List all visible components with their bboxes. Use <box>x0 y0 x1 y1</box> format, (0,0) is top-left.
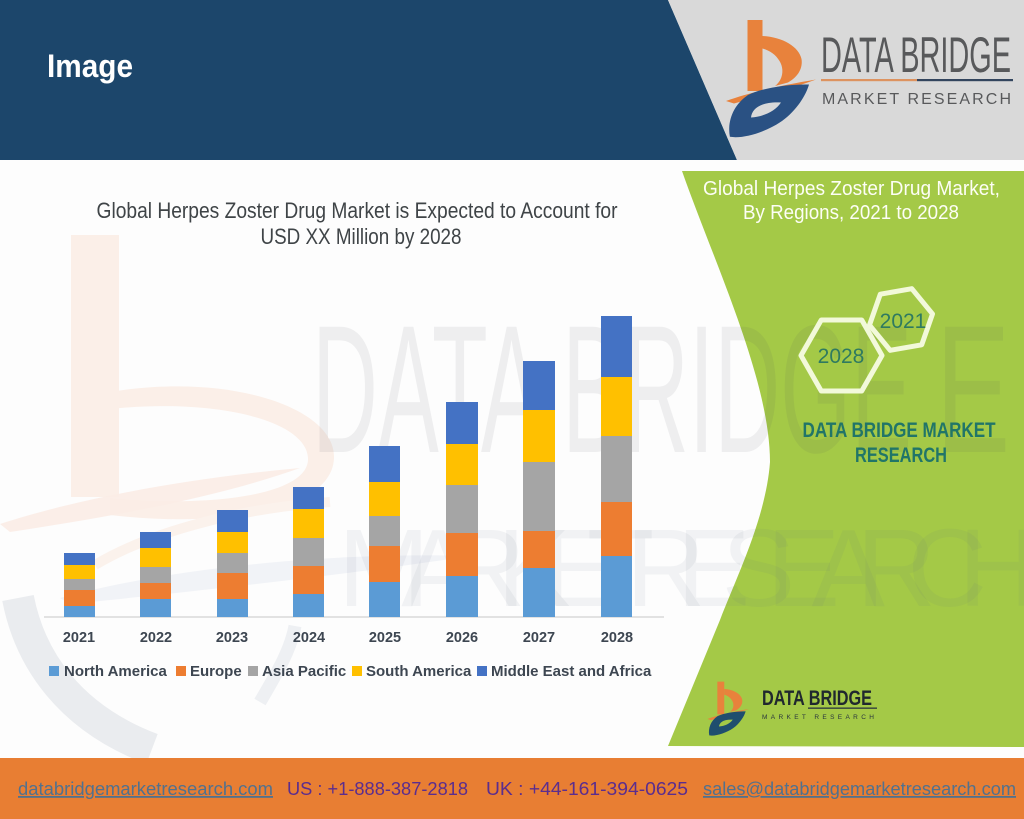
svg-text:South America: South America <box>366 663 472 680</box>
svg-text:Global Herpes Zoster Drug Mark: Global Herpes Zoster Drug Market, <box>703 178 1000 200</box>
svg-text:Global Herpes Zoster Drug Mark: Global Herpes Zoster Drug Market is Expe… <box>97 198 618 223</box>
svg-text:MARKET RESEARCH: MARKET RESEARCH <box>822 91 1011 108</box>
svg-text:E: E <box>936 287 1010 491</box>
svg-text:2022: 2022 <box>140 630 172 646</box>
svg-text:DATA BRIDGE: DATA BRIDGE <box>821 27 1011 83</box>
svg-text:2024: 2024 <box>293 630 325 646</box>
svg-text:UK : +44-161-394-0625: UK : +44-161-394-0625 <box>486 779 688 799</box>
svg-text:sales@databridgemarketresearch: sales@databridgemarketresearch.com <box>703 779 1016 799</box>
svg-text:2027: 2027 <box>523 630 555 646</box>
svg-text:North America: North America <box>64 663 167 680</box>
svg-text:2021: 2021 <box>880 310 927 333</box>
svg-text:RESEARCH: RESEARCH <box>855 444 947 467</box>
svg-text:2021: 2021 <box>63 630 95 646</box>
svg-text:By Regions, 2021 to 2028: By Regions, 2021 to 2028 <box>743 202 959 224</box>
svg-text:2028: 2028 <box>818 345 865 368</box>
svg-text:DATA BRIDGE MARKET: DATA BRIDGE MARKET <box>803 419 996 442</box>
svg-text:2023: 2023 <box>216 630 248 646</box>
svg-text:USD XX Million by 2028: USD XX Million by 2028 <box>261 224 462 249</box>
svg-text:Europe: Europe <box>190 663 242 680</box>
svg-text:2025: 2025 <box>369 630 401 646</box>
svg-text:databridgemarketresearch.com: databridgemarketresearch.com <box>18 779 273 799</box>
svg-text:2026: 2026 <box>446 630 478 646</box>
svg-text:Middle East and Africa: Middle East and Africa <box>491 663 652 680</box>
svg-text:Image: Image <box>47 48 133 84</box>
svg-text:DATA BRIDGE: DATA BRIDGE <box>762 687 872 710</box>
svg-text:Asia Pacific: Asia Pacific <box>262 663 346 680</box>
svg-text:MARKET RESEARCH: MARKET RESEARCH <box>762 714 874 721</box>
svg-text:US : +1-888-387-2818: US : +1-888-387-2818 <box>287 779 468 799</box>
svg-text:MARKET RESEARCH: MARKET RESEARCH <box>338 507 1024 630</box>
svg-text:2028: 2028 <box>601 630 633 646</box>
